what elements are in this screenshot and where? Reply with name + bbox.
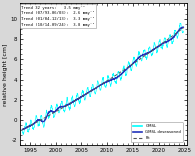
Text: Trend 32 years:   3.5 mmy⁻¹
Trend (07/93-06/03):  2.6 mmy⁻¹
Trend (01/04-12/13):: Trend 32 years: 3.5 mmy⁻¹ Trend (07/93-0… <box>21 6 95 27</box>
Y-axis label: relative height [cm]: relative height [cm] <box>4 43 8 106</box>
Legend: GMSL, GMSL deseasoned, Fit: GMSL, GMSL deseasoned, Fit <box>131 122 183 142</box>
